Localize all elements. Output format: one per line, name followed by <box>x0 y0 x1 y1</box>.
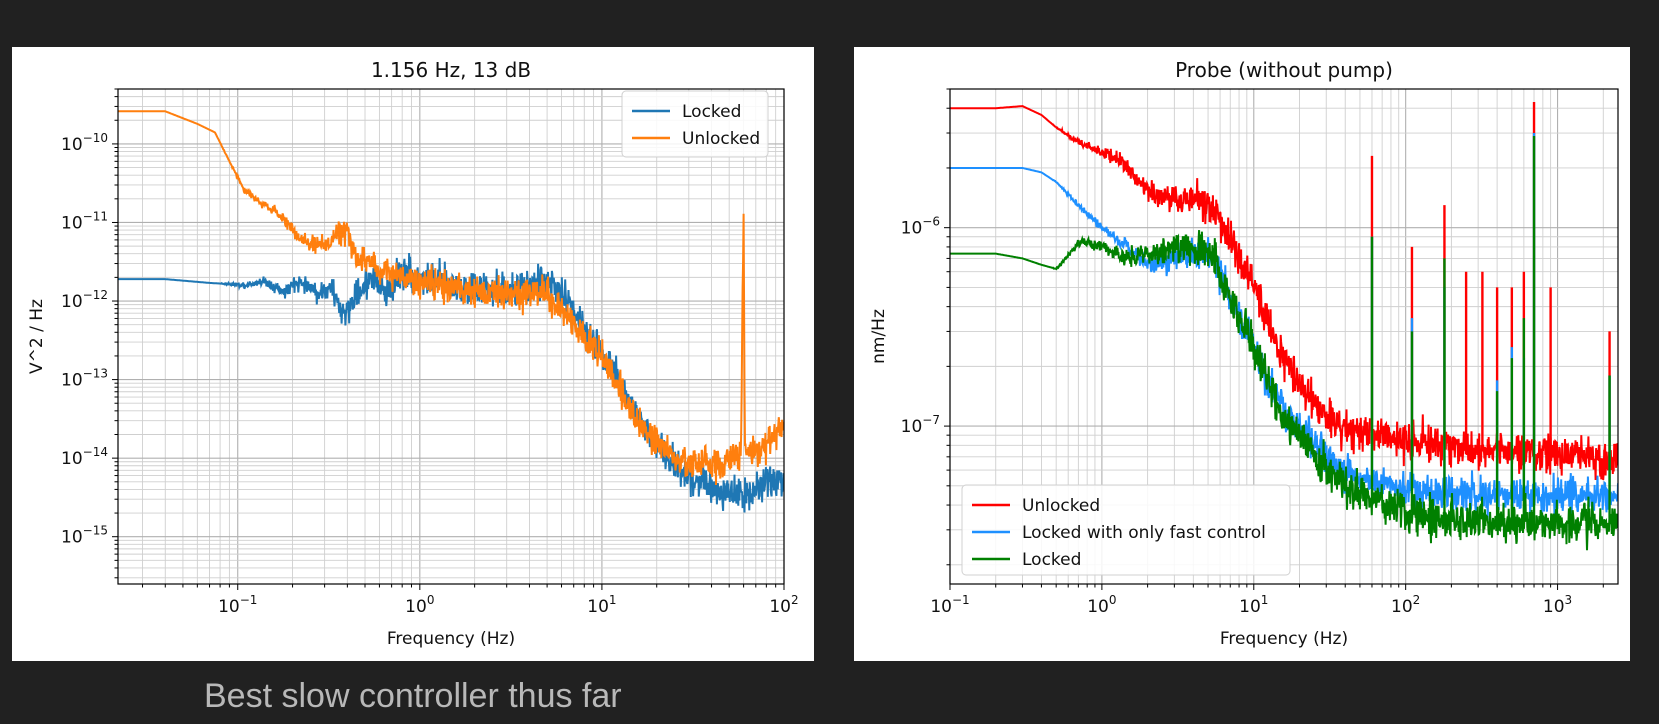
grid <box>118 88 785 584</box>
chart-panel-right: 10−1 100 101 102 103 10−7 10−6 Probe (without p… <box>854 47 1630 661</box>
x-tick-label: 101 <box>587 593 616 617</box>
series-line-locked <box>950 230 1618 551</box>
axes-frame <box>949 88 1619 585</box>
x-tick-label: 100 <box>1087 593 1116 617</box>
series-line-unlocked <box>950 105 1618 481</box>
x-tick-label: 103 <box>1543 593 1572 617</box>
legend: Unlocked Locked with only fast control Loc… <box>961 484 1291 576</box>
series-line-locked-with-only-fast-control <box>950 167 1618 521</box>
y-tick-label: 10−10 <box>61 131 108 155</box>
image-caption: Best slow controller thus far <box>204 677 622 715</box>
series-line-unlocked <box>118 110 784 486</box>
legend: Locked Unlocked <box>621 90 769 158</box>
chart-locked-unlocked-psd: 10−1 100 101 102 10−15 10−14 10−13 10−12 10−11 10… <box>27 58 799 649</box>
chart-title: 1.156 Hz, 13 dB <box>371 58 531 82</box>
x-axis-label: Frequency (Hz) <box>1220 629 1348 649</box>
chart-probe-without-pump: 10−1 100 101 102 103 10−7 10−6 Probe (without p… <box>869 58 1619 649</box>
y-tick-label: 10−14 <box>61 445 108 469</box>
x-tick-label: 102 <box>1391 593 1420 617</box>
y-tick-label: 10−7 <box>901 413 940 437</box>
legend-box <box>961 484 1291 576</box>
legend-label-locked: Locked <box>682 102 741 122</box>
legend-box <box>621 90 769 158</box>
legend-label-unlocked: Unlocked <box>682 129 760 149</box>
legend-label-locked-with-only-fast-control: Locked with only fast control <box>1022 523 1266 543</box>
y-tick-label: 10−6 <box>901 215 940 239</box>
legend-label-locked: Locked <box>1022 550 1081 570</box>
x-axis-label: Frequency (Hz) <box>387 629 515 649</box>
chart-title: Probe (without pump) <box>1175 58 1393 82</box>
y-axis-label: V^2 / Hz <box>27 299 47 374</box>
y-tick-label: 10−11 <box>61 209 108 233</box>
axes-frame <box>117 88 785 585</box>
legend-label-unlocked: Unlocked <box>1022 496 1100 516</box>
x-tick-label: 100 <box>405 593 434 617</box>
chart-panel-left: 10−1 100 101 102 10−15 10−14 10−13 10−12 10−11 10… <box>12 47 814 661</box>
x-tick-label: 10−1 <box>218 593 257 617</box>
y-axis-label: nm/Hz <box>869 309 889 364</box>
y-tick-label: 10−15 <box>61 524 108 548</box>
x-tick-label: 101 <box>1239 593 1268 617</box>
y-tick-label: 10−13 <box>61 367 108 391</box>
y-tick-label: 10−12 <box>61 288 108 312</box>
x-tick-label: 102 <box>769 593 798 617</box>
x-tick-label: 10−1 <box>930 593 969 617</box>
